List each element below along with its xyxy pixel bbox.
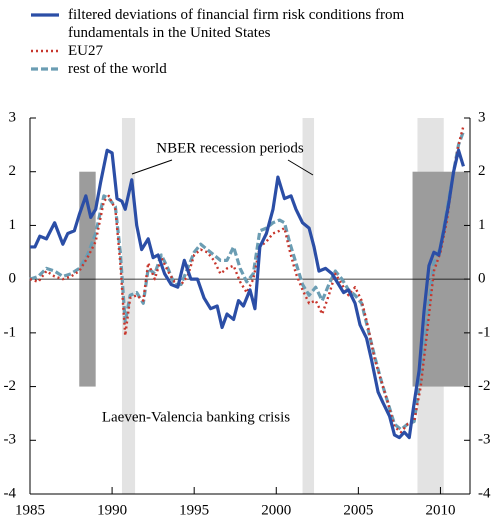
- y2-tick-label: 2: [478, 163, 486, 179]
- series-line: [29, 130, 465, 432]
- legend-label: rest of the world: [68, 61, 167, 77]
- recession-band: [302, 118, 315, 494]
- y-tick-label: 1: [9, 217, 17, 233]
- y2-tick-label: 3: [478, 109, 486, 125]
- legend-item: rest of the world: [30, 60, 450, 78]
- y-tick-label: 3: [9, 109, 17, 125]
- series-line: [30, 148, 465, 440]
- legend-swatch: [31, 67, 59, 71]
- legend-label: EU27: [68, 43, 103, 59]
- y-tick-label: 2: [9, 163, 17, 179]
- y-tick-label: -3: [4, 432, 17, 448]
- x-tick-label: 2005: [343, 502, 373, 518]
- x-tick-label: 2010: [425, 502, 455, 518]
- y-tick-label: -1: [4, 324, 17, 340]
- y2-tick-label: 1: [478, 217, 486, 233]
- y2-tick-label: -3: [478, 432, 491, 448]
- y-tick-label: 0: [9, 271, 17, 287]
- y-tick-label: -2: [4, 378, 17, 394]
- annotation: NBER recession periods: [156, 140, 304, 156]
- x-tick-label: 2000: [261, 502, 291, 518]
- y2-tick-label: 0: [478, 271, 486, 287]
- legend: filtered deviations of financial firm ri…: [30, 6, 450, 78]
- y2-tick-label: -4: [478, 485, 491, 501]
- legend-item: EU27: [30, 42, 450, 60]
- legend-swatch: [31, 49, 59, 53]
- y2-tick-label: -2: [478, 378, 491, 394]
- series-line: [29, 125, 465, 434]
- x-tick-label: 1985: [15, 502, 45, 518]
- legend-label: filtered deviations of financial firm ri…: [68, 7, 405, 41]
- legend-item: filtered deviations of financial firm ri…: [30, 6, 450, 42]
- annotation-leader: [131, 159, 173, 175]
- annotation: Laeven-Valencia banking crisis: [102, 409, 290, 425]
- y2-tick-label: -1: [478, 324, 491, 340]
- x-tick-label: 1990: [97, 502, 127, 518]
- x-tick-label: 1995: [179, 502, 209, 518]
- y-tick-label: -4: [4, 485, 17, 501]
- legend-swatch: [31, 13, 59, 17]
- annotation-leader: [287, 159, 314, 176]
